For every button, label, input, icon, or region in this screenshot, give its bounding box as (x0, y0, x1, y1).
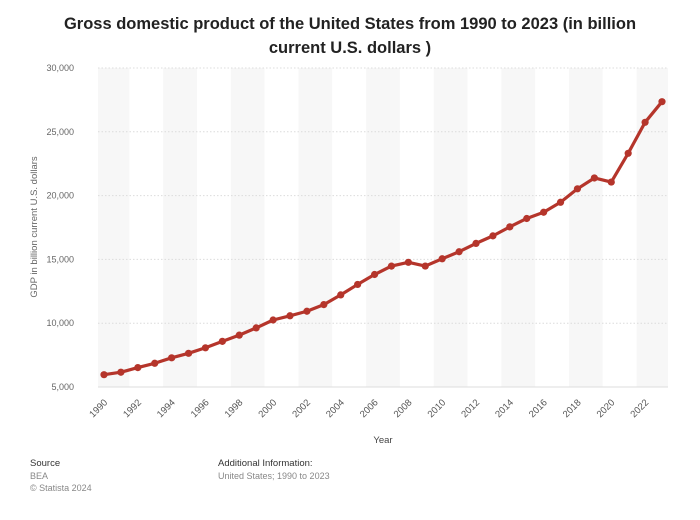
data-point (489, 232, 497, 240)
gdp-line-chart: 5,000 10,000 15,000 20,000 25,000 30,000 1990… (29, 63, 668, 446)
y-tick-label: 5,000 (51, 382, 74, 392)
data-point (404, 258, 412, 266)
gdp-series-line (102, 100, 664, 377)
background-band (366, 68, 400, 387)
y-tick-label: 15,000 (46, 254, 74, 264)
background-band (264, 68, 299, 387)
x-tick-label: 2008 (392, 397, 415, 420)
y-tick-label: 20,000 (46, 191, 74, 201)
data-point (455, 248, 463, 256)
data-point (168, 354, 176, 362)
y-axis-label: GDP in billion current U.S. dollars (29, 156, 40, 298)
grid-lines (98, 67, 668, 388)
data-point (134, 364, 142, 372)
additional-info-value: United States; 1990 to 2023 (218, 471, 330, 481)
background-band (399, 68, 434, 387)
background-band (467, 68, 502, 387)
data-point (624, 149, 632, 157)
data-point (100, 371, 108, 379)
x-tick-label: 1990 (87, 397, 110, 420)
data-point (523, 214, 531, 223)
data-point (117, 368, 125, 376)
background-band (569, 68, 603, 387)
y-tick-label: 10,000 (46, 318, 74, 328)
background-band (163, 68, 197, 387)
y-tick-label: 30,000 (46, 63, 74, 73)
x-axis-ticks: 1990 1992 1994 1996 1998 2000 2002 2004 2006 2008… (87, 397, 651, 420)
chart-title: Gross domestic product of the United Sta… (0, 12, 700, 60)
gdp-series-points (100, 98, 666, 379)
data-point (354, 280, 362, 289)
data-point (218, 337, 226, 345)
background-band (197, 68, 231, 387)
background-band (230, 68, 265, 387)
data-point (337, 291, 345, 299)
data-point (506, 223, 514, 231)
data-point (184, 349, 193, 357)
chart-title-line-1: Gross domestic product of the United Sta… (63, 15, 637, 33)
data-point (201, 344, 210, 352)
y-axis-ticks: 5,000 10,000 15,000 20,000 25,000 30,000 (46, 63, 74, 392)
x-tick-label: 2014 (493, 397, 516, 420)
copyright-text: © Statista 2024 (30, 483, 92, 493)
data-point (607, 178, 615, 186)
data-point (573, 185, 582, 193)
background-band (332, 68, 367, 387)
data-point (472, 239, 480, 247)
x-tick-label: 2016 (527, 397, 550, 420)
x-tick-label: 2012 (459, 397, 482, 420)
x-tick-label: 2004 (324, 397, 347, 420)
x-tick-label: 2000 (256, 397, 279, 420)
x-axis-label: Year (373, 435, 392, 446)
x-tick-label: 2018 (561, 397, 584, 420)
data-point (320, 300, 328, 309)
y-tick-label: 25,000 (46, 127, 74, 137)
data-point (590, 174, 598, 182)
data-point (658, 98, 666, 106)
x-tick-label: 1992 (121, 397, 144, 420)
source-value: BEA (30, 471, 49, 481)
additional-info-block: Additional Information: United States; 1… (218, 458, 330, 482)
data-point (286, 312, 294, 320)
background-band (298, 68, 333, 387)
background-band (98, 68, 130, 387)
data-point (269, 316, 277, 324)
background-band (535, 68, 569, 387)
source-label: Source (30, 458, 61, 469)
x-tick-label: 1996 (189, 397, 212, 420)
x-tick-label: 2006 (358, 397, 381, 420)
chart-title-line-2: current U.S. dollars ) (268, 39, 432, 57)
data-point (151, 359, 159, 367)
data-point (421, 262, 429, 270)
background-bands (98, 68, 668, 387)
data-point (641, 118, 649, 126)
background-band (602, 68, 637, 387)
data-point (438, 255, 446, 263)
x-tick-label: 2022 (628, 397, 651, 420)
x-tick-label: 2010 (426, 397, 449, 420)
data-point (556, 198, 565, 206)
x-tick-label: 1998 (223, 397, 246, 420)
x-tick-label: 2020 (595, 397, 618, 420)
additional-info-label: Additional Information: (218, 458, 313, 469)
data-point (370, 270, 379, 279)
x-tick-label: 1994 (155, 397, 178, 420)
x-tick-label: 2002 (290, 397, 313, 420)
source-block: Source BEA © Statista 2024 (30, 458, 92, 494)
data-point (303, 307, 311, 315)
background-band (129, 68, 164, 387)
background-band (433, 68, 468, 387)
data-point (252, 324, 260, 332)
data-point (540, 208, 548, 216)
data-point (387, 262, 396, 270)
data-point (235, 331, 243, 339)
